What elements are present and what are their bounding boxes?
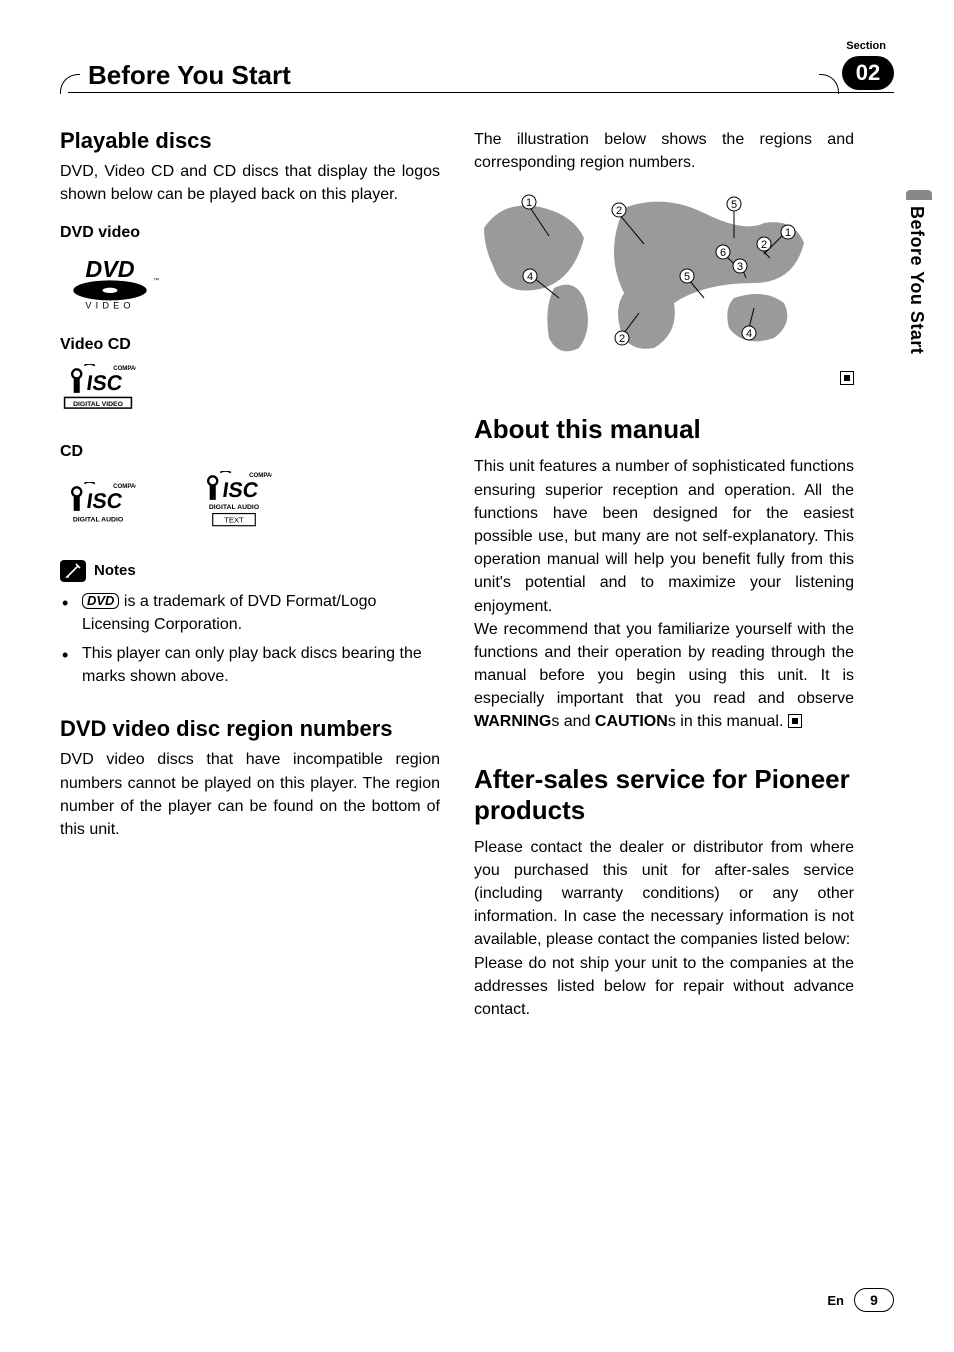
section-label: Section (846, 40, 886, 52)
note-item-2: This player can only play back discs bea… (82, 642, 440, 688)
svg-text:DVD: DVD (85, 256, 134, 282)
cd-text-logo: ISC COMPACT DIGITAL AUDIO TEXT (196, 471, 272, 535)
svg-text:1: 1 (785, 227, 791, 239)
side-tab: Before You Start (906, 190, 932, 400)
section-end-icon (474, 370, 854, 388)
svg-text:TEXT: TEXT (224, 516, 244, 525)
svg-text:ISC: ISC (85, 489, 124, 513)
svg-text:5: 5 (731, 199, 737, 211)
svg-text:™: ™ (153, 277, 159, 284)
svg-text:ISC: ISC (221, 478, 260, 502)
svg-text:3: 3 (737, 261, 743, 273)
footer-lang: En (827, 1293, 844, 1308)
service-body-1: Please contact the dealer or distributor… (474, 836, 854, 952)
map-intro: The illustration below shows the regions… (474, 128, 854, 174)
about-body-2: We recommend that you familiarize yourse… (474, 618, 854, 734)
section-number-badge: 02 (842, 56, 894, 90)
cd-digital-audio-logo: ISC COMPACT DIGITAL AUDIO (60, 482, 136, 536)
svg-text:DIGITAL AUDIO: DIGITAL AUDIO (209, 504, 260, 511)
region-numbers-heading: DVD video disc region numbers (60, 716, 440, 742)
svg-text:COMPACT: COMPACT (113, 484, 136, 490)
section-end-icon (788, 714, 802, 728)
page-title: Before You Start (82, 60, 297, 91)
about-manual-heading: About this manual (474, 414, 854, 445)
svg-text:COMPACT: COMPACT (249, 474, 272, 480)
svg-text:COMPACT: COMPACT (113, 366, 136, 372)
playable-discs-body: DVD, Video CD and CD discs that display … (60, 160, 440, 206)
notes-header: Notes (60, 560, 440, 582)
playable-discs-heading: Playable discs (60, 128, 440, 154)
note-item-1: DVD is a trademark of DVD Format/Logo Li… (82, 590, 440, 636)
video-cd-logo: ISC COMPACT DIGITAL VIDEO (60, 364, 440, 424)
svg-text:DIGITAL AUDIO: DIGITAL AUDIO (73, 517, 124, 524)
page-footer: En 9 (827, 1288, 894, 1312)
svg-text:5: 5 (684, 271, 690, 283)
after-sales-heading: After-sales service for Pioneer products (474, 764, 854, 826)
dvd-video-logo: DVD VIDEO ™ (60, 252, 440, 315)
dvd-video-label: DVD video (60, 224, 440, 242)
cd-label: CD (60, 443, 440, 461)
region-map: 1 2 5 1 4 5 2 4 6 2 3 (474, 188, 814, 360)
dvd-inline-logo: DVD (82, 593, 119, 609)
video-cd-label: Video CD (60, 336, 440, 354)
page-header: Section 02 Before You Start (60, 40, 894, 98)
side-tab-label: Before You Start (906, 206, 927, 354)
svg-text:2: 2 (616, 205, 622, 217)
svg-text:2: 2 (761, 239, 767, 251)
svg-text:1: 1 (526, 197, 532, 209)
left-column: Playable discs DVD, Video CD and CD disc… (60, 128, 440, 1021)
pencil-icon (60, 560, 86, 582)
about-body-1: This unit features a number of sophistic… (474, 455, 854, 617)
service-body-2: Please do not ship your unit to the comp… (474, 952, 854, 1022)
svg-text:DIGITAL VIDEO: DIGITAL VIDEO (73, 401, 124, 408)
svg-text:4: 4 (527, 271, 533, 283)
footer-page-number: 9 (854, 1288, 894, 1312)
right-column: The illustration below shows the regions… (474, 128, 854, 1021)
svg-text:2: 2 (619, 333, 625, 345)
region-numbers-body: DVD video discs that have incompatible r… (60, 748, 440, 841)
svg-text:VIDEO: VIDEO (85, 301, 134, 311)
svg-text:6: 6 (720, 247, 726, 259)
svg-text:4: 4 (746, 328, 752, 340)
notes-label: Notes (94, 562, 136, 579)
svg-text:ISC: ISC (85, 371, 124, 395)
